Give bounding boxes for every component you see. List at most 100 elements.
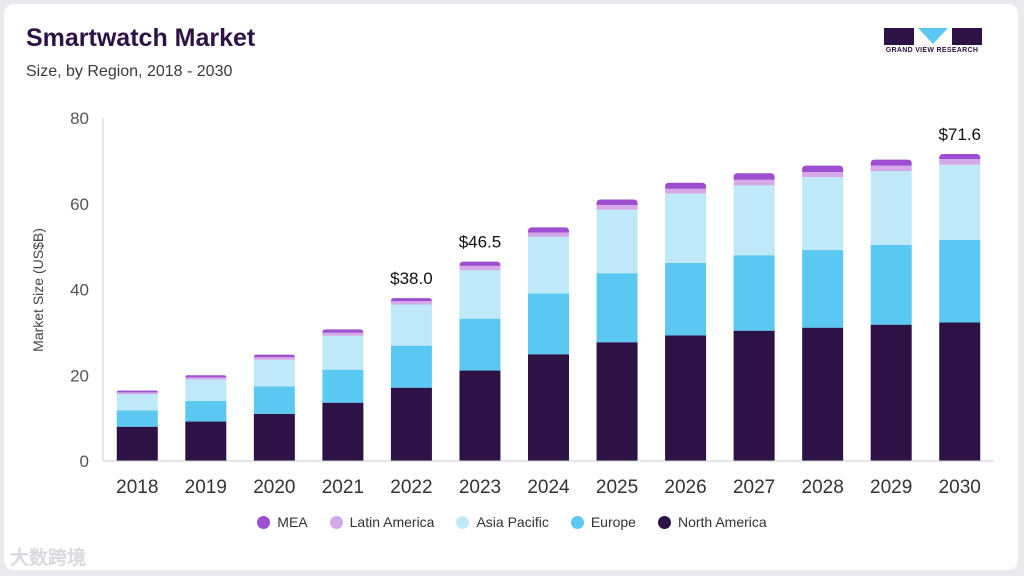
- bar-segment-north-america: [528, 354, 569, 461]
- x-tick-label: 2028: [802, 477, 844, 498]
- y-tick-label: 40: [70, 281, 89, 300]
- bar-segment-europe: [939, 239, 981, 323]
- bar-segment-latin-america: [870, 165, 912, 172]
- x-tick-label: 2026: [664, 477, 706, 498]
- bar-segment-mea: [116, 390, 158, 393]
- y-tick-label: 60: [70, 195, 89, 214]
- bar-segment-europe: [870, 244, 912, 325]
- y-axis-label: Market Size (US$B): [30, 228, 46, 352]
- x-tick-label: 2030: [939, 477, 981, 498]
- bar-segment-north-america: [390, 387, 432, 461]
- bar-segment-mea: [939, 154, 981, 160]
- x-tick-label: 2024: [527, 477, 570, 498]
- bar-segment-mea: [802, 165, 844, 173]
- bar-segment-latin-america: [733, 179, 775, 186]
- bar-segment-europe: [802, 250, 844, 328]
- x-tick-label: 2019: [185, 477, 227, 498]
- bar-segment-north-america: [870, 324, 912, 461]
- bar-segment-latin-america: [390, 301, 432, 305]
- bar-segment-europe: [116, 410, 158, 427]
- bar-segment-latin-america: [116, 392, 158, 395]
- bar-segment-mea: [528, 227, 569, 233]
- bar-segment-north-america: [322, 402, 364, 461]
- bar-segment-asia-pacific: [528, 236, 569, 294]
- legend-item-mea: MEA: [257, 514, 308, 530]
- watermark: 大数跨境: [10, 547, 87, 569]
- bar-segment-north-america: [459, 370, 501, 461]
- legend-item-asia-pacific: Asia Pacific: [456, 514, 549, 530]
- bar-segment-europe: [528, 293, 569, 355]
- legend-swatch: [570, 515, 584, 529]
- x-axis: 2018 2019 2020 2021 2022 2023 2024 2025 2026 2027…: [103, 460, 994, 498]
- bar-segment-latin-america: [665, 188, 707, 194]
- bar-segment-asia-pacific: [802, 177, 844, 251]
- bar-segment-north-america: [596, 342, 638, 461]
- bar-segment-mea: [733, 173, 775, 180]
- bar-segment-mea: [253, 354, 295, 358]
- bar-segment-asia-pacific: [939, 164, 981, 240]
- legend-item-north-america: North America: [657, 514, 767, 530]
- bar-segment-latin-america: [596, 205, 638, 210]
- bar-segment-mea: [459, 261, 501, 266]
- bar-segment-mea: [665, 182, 707, 189]
- total-label-2023: $46.5: [459, 233, 502, 252]
- bar-segment-asia-pacific: [459, 270, 501, 319]
- total-label-2030: $71.6: [938, 125, 981, 144]
- legend-swatch: [329, 515, 343, 529]
- legend: MEA Latin America Asia Pacific Europe North …: [0, 514, 1024, 530]
- chart-card: [4, 4, 1018, 570]
- legend-item-europe: Europe: [570, 514, 636, 530]
- bar-segment-north-america: [665, 335, 707, 461]
- bar-segment-latin-america: [939, 159, 981, 165]
- bar-segment-europe: [390, 345, 432, 388]
- x-tick-label: 2023: [459, 477, 501, 498]
- bar-segment-latin-america: [322, 332, 364, 336]
- bar-segment-europe: [185, 400, 227, 422]
- bar-segment-europe: [733, 255, 775, 331]
- legend-item-latin-america: Latin America: [329, 514, 435, 530]
- bar-segment-latin-america: [459, 265, 501, 271]
- y-axis: 0 20 40 60 80 Market Size (US$B): [30, 109, 104, 471]
- legend-label: North America: [677, 514, 767, 530]
- bars: [116, 154, 981, 461]
- bar-segment-north-america: [253, 413, 295, 461]
- bar-segment-mea: [596, 199, 638, 206]
- bar-segment-mea: [185, 375, 227, 378]
- bar-segment-north-america: [939, 322, 981, 461]
- x-tick-label: 2025: [596, 477, 638, 498]
- bar-segment-asia-pacific: [185, 379, 227, 401]
- x-tick-label: 2018: [116, 477, 158, 498]
- bar-segment-north-america: [802, 327, 844, 461]
- bar-segment-latin-america: [185, 377, 227, 380]
- bar-segment-asia-pacific: [390, 304, 432, 346]
- bar-segment-asia-pacific: [870, 171, 912, 245]
- bar-segment-north-america: [733, 330, 775, 461]
- grand-view-research-logo: [884, 28, 982, 45]
- bar-segment-asia-pacific: [733, 185, 775, 256]
- bar-segment-latin-america: [528, 232, 569, 237]
- bar-segment-europe: [322, 369, 364, 403]
- bar-segment-mea: [870, 159, 912, 166]
- chart-title: Smartwatch Market: [26, 24, 256, 52]
- legend-label: Latin America: [349, 514, 435, 530]
- legend-label: Asia Pacific: [476, 514, 549, 530]
- x-tick-label: 2022: [390, 477, 432, 498]
- bar-segment-asia-pacific: [596, 209, 638, 274]
- logo-text: GRAND VIEW RESEARCH: [885, 47, 979, 54]
- bar-segment-asia-pacific: [253, 359, 295, 387]
- bar-segment-asia-pacific: [322, 335, 364, 370]
- bar-segment-north-america: [185, 421, 227, 461]
- bar-segment-europe: [665, 262, 707, 336]
- legend-swatch: [456, 515, 470, 529]
- legend-label: MEA: [277, 514, 308, 530]
- annotations: $38.0 $46.5 $71.6: [390, 125, 981, 288]
- x-tick-label: 2020: [253, 477, 295, 498]
- bar-segment-latin-america: [253, 357, 295, 360]
- bar-segment-europe: [253, 386, 295, 414]
- chart-subtitle: Size, by Region, 2018 - 2030: [26, 63, 233, 80]
- legend-swatch: [257, 515, 271, 529]
- bar-segment-north-america: [116, 426, 158, 461]
- bar-segment-europe: [596, 273, 638, 343]
- legend-label: Europe: [590, 514, 636, 530]
